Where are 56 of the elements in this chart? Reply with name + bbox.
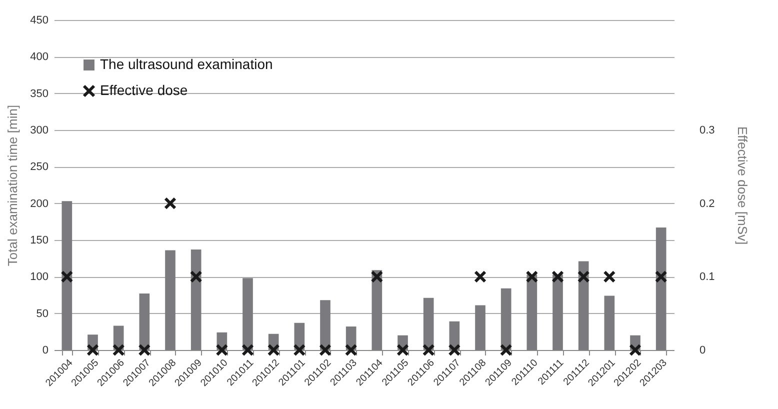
y-axis-title: Total examination time [min]: [5, 104, 20, 266]
point: [448, 344, 461, 356]
legend-label: The ultrasound examination: [100, 56, 273, 72]
bar: [423, 298, 434, 350]
point: [164, 197, 176, 210]
bar: [578, 261, 589, 350]
point: [344, 344, 358, 356]
y-tick-label: 400: [30, 51, 48, 64]
point: [60, 270, 74, 283]
point: [603, 270, 616, 283]
y-tick-label: 250: [30, 161, 48, 174]
bar: [190, 250, 202, 350]
point: [422, 344, 435, 356]
bar: [139, 294, 150, 350]
y-tick-label: 100: [30, 271, 48, 284]
point: [577, 270, 590, 283]
bar: [475, 305, 486, 350]
point: [500, 344, 512, 356]
y-tick-label: 350: [30, 88, 48, 100]
point: [396, 344, 409, 356]
point: [526, 270, 538, 283]
y2-tick-label: 0: [700, 344, 706, 356]
point: [319, 344, 332, 356]
point: [216, 344, 228, 356]
y-tick-label: 0: [42, 344, 48, 356]
bar: [320, 300, 330, 350]
y-tick-label: 450: [30, 14, 48, 26]
point: [370, 270, 384, 283]
point: [629, 344, 642, 356]
point: [552, 270, 564, 283]
bar: [656, 228, 666, 350]
point: [138, 344, 151, 356]
point: [112, 344, 125, 356]
legend-label: Effective dose: [100, 82, 188, 98]
point: [654, 270, 668, 283]
point: [474, 270, 486, 283]
y-tick-label: 150: [30, 234, 48, 246]
bar: [500, 288, 512, 350]
point: [293, 344, 306, 356]
bar: [604, 296, 615, 350]
y-tick-label: 200: [30, 198, 48, 210]
y-tick-label: 300: [30, 124, 48, 136]
bar: [62, 201, 72, 350]
bar: [526, 274, 538, 350]
point: [242, 344, 254, 356]
y2-tick-label: 0.3: [700, 124, 715, 136]
point: [267, 344, 280, 356]
y2-axis-title: Effective dose [mSv]: [734, 126, 750, 245]
bar: [552, 274, 563, 350]
bar: [242, 278, 253, 350]
bar: [165, 250, 176, 350]
y-tick-label: 50: [36, 308, 48, 320]
point: [86, 344, 99, 356]
point: [190, 270, 202, 283]
y2-tick-label: 0.2: [700, 198, 715, 210]
y2-tick-label: 0.1: [700, 271, 715, 284]
